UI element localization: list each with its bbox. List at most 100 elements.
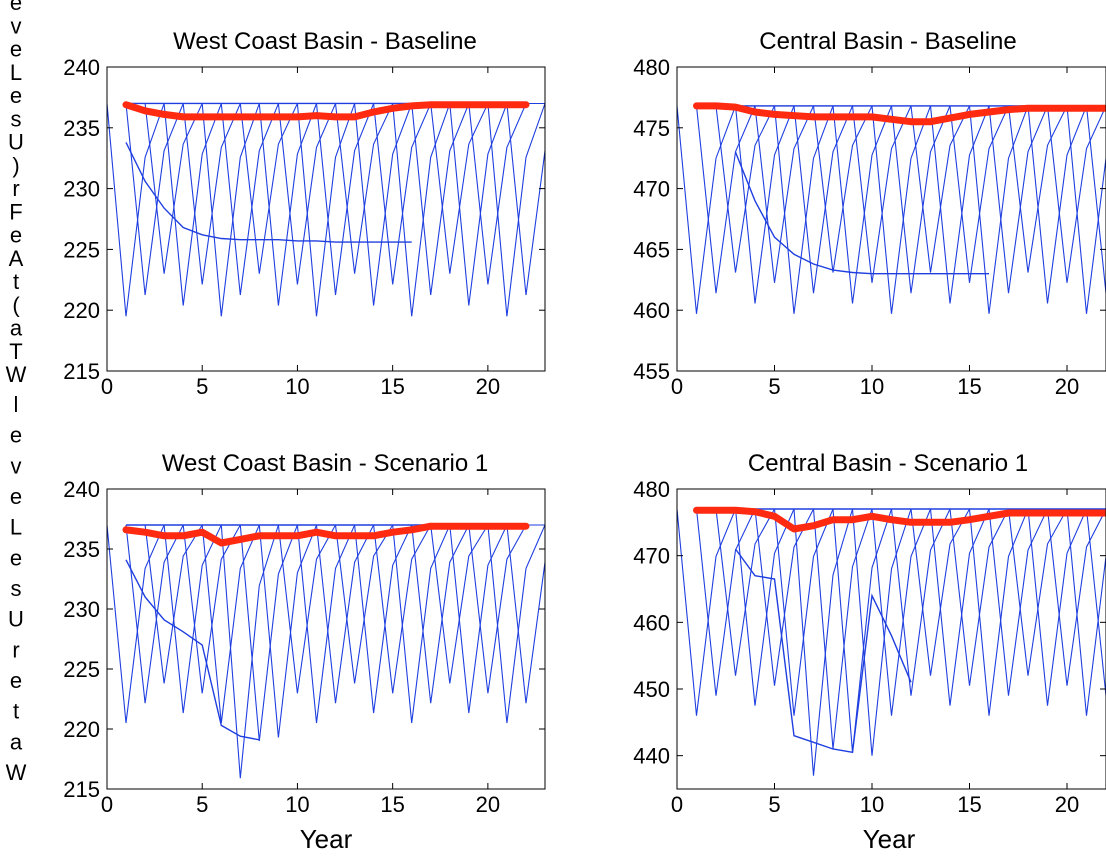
y-label-top-glyph: F <box>9 199 22 224</box>
scenario-line <box>890 508 970 696</box>
scenario-line <box>968 508 1048 716</box>
scenario-line <box>773 105 853 314</box>
y-label-bottom-glyph: e <box>10 545 22 570</box>
x-tick-label: 10 <box>860 792 884 817</box>
scenario-line <box>968 105 1048 314</box>
y-tick-label: 235 <box>63 116 100 141</box>
scenario-line <box>506 103 545 296</box>
y-tick-label: 225 <box>63 657 100 682</box>
y-label-bottom-glyph: L <box>10 515 22 540</box>
y-label-top-glyph: v <box>11 13 22 38</box>
x-tick-label: 0 <box>671 374 683 399</box>
scenario-line <box>988 508 1067 696</box>
scenario-line <box>1046 105 1106 283</box>
scenario-line <box>296 102 374 317</box>
x-tick-label: 0 <box>671 792 683 817</box>
scenario-line <box>871 105 950 314</box>
y-tick-label: 220 <box>63 298 100 323</box>
y-tick-label: 460 <box>633 298 670 323</box>
scenario-line <box>258 102 336 306</box>
scenario-line <box>949 105 1028 283</box>
scenario-line <box>449 524 526 714</box>
scenario-line <box>220 102 298 296</box>
scenario-line <box>734 508 814 706</box>
y-label-bottom-glyph: l <box>14 392 19 417</box>
x-axis-label-right: Year <box>863 824 916 854</box>
scenario-line <box>695 508 775 696</box>
y-label-bottom-glyph: v <box>11 453 22 478</box>
x-tick-label: 15 <box>380 792 404 817</box>
scenario-line <box>677 508 755 716</box>
x-tick-label: 15 <box>957 374 981 399</box>
x-tick-label: 5 <box>196 374 208 399</box>
scenario-line <box>392 524 469 724</box>
x-tick-label: 20 <box>1055 374 1079 399</box>
x-tick-label: 20 <box>1055 792 1079 817</box>
baseline-series-line <box>122 101 530 121</box>
x-tick-label: 0 <box>101 792 113 817</box>
y-label-bottom-glyph: t <box>13 699 19 724</box>
x-axis-label-left: Year <box>300 824 353 854</box>
x-tick-label: 5 <box>768 792 780 817</box>
x-tick-label: 0 <box>101 374 113 399</box>
panel-central-scenario-1: Central Basin - Scenario 1 0 5 10 15 20 440 45… <box>633 450 1106 817</box>
scenario-line <box>468 102 545 285</box>
axes-box <box>106 488 546 790</box>
axes-box <box>676 66 1106 372</box>
baseline-series-line <box>122 522 530 547</box>
y-label-bottom-glyph: s <box>11 576 22 601</box>
panel-title: Central Basin - Baseline <box>759 28 1016 55</box>
y-tick-label: 230 <box>63 177 100 202</box>
y-label-top-glyph: e <box>10 223 22 248</box>
scenario-line <box>677 105 755 314</box>
y-tick-label: 215 <box>63 359 100 384</box>
x-tick-label: 20 <box>476 374 500 399</box>
x-tick-label: 10 <box>285 792 309 817</box>
y-tick-label: 475 <box>633 116 670 141</box>
y-tick-label: 480 <box>633 477 670 502</box>
x-tick-label: 15 <box>957 792 981 817</box>
scenario-line <box>851 508 931 756</box>
scenario-line <box>1085 508 1106 696</box>
panel-west-coast-scenario-1: West Coast Basin - Scenario 1 0 5 10 15 20 21… <box>63 450 546 817</box>
envelope-line <box>125 142 412 243</box>
scenario-line <box>793 105 872 294</box>
scenario-line <box>449 102 526 306</box>
y-label-bottom-glyph: e <box>10 484 22 509</box>
panel-title: Central Basin - Scenario 1 <box>748 450 1028 477</box>
scenario-line <box>296 524 374 724</box>
scenario-line <box>487 103 545 317</box>
y-label-top-glyph: r <box>12 176 19 201</box>
y-tick-label: 240 <box>63 55 100 80</box>
y-label-bottom-glyph: r <box>12 637 19 662</box>
x-tick-label: 20 <box>476 792 500 817</box>
axes-box <box>676 488 1106 790</box>
scenario-line <box>277 102 355 285</box>
y-label-top-glyph: ) <box>12 153 19 178</box>
panel-central-baseline: Central Basin - Baseline 0 5 10 15 20 455 460 4… <box>633 28 1106 399</box>
x-tick-label: 10 <box>285 374 309 399</box>
plot-area <box>677 102 1106 314</box>
scenario-line <box>1027 105 1106 304</box>
scenario-line <box>392 102 469 317</box>
scenario-line <box>734 105 814 304</box>
scenario-line <box>315 524 393 704</box>
y-tick-label: 440 <box>633 744 670 769</box>
y-tick-label: 470 <box>633 177 670 202</box>
y-label-top-glyph: L <box>10 60 22 85</box>
y-label-bottom-glyph: e <box>10 668 22 693</box>
y-tick-label: 450 <box>633 677 670 702</box>
x-tick-label: 10 <box>860 374 884 399</box>
scenario-line <box>487 524 545 724</box>
panel-west-coast-baseline: West Coast Basin - Baseline 0 5 10 15 20 215 2… <box>63 28 546 399</box>
scenario-line <box>1066 105 1106 314</box>
y-label-bottom-glyph: e <box>10 423 22 448</box>
y-tick-label: 465 <box>633 237 670 262</box>
scenario-line <box>239 524 317 742</box>
y-label-top-glyph: W <box>6 362 27 387</box>
scenario-line <box>411 102 488 296</box>
y-tick-label: 240 <box>63 477 100 502</box>
y-label-bottom-glyph: a <box>10 729 23 754</box>
envelope-line <box>734 548 912 754</box>
